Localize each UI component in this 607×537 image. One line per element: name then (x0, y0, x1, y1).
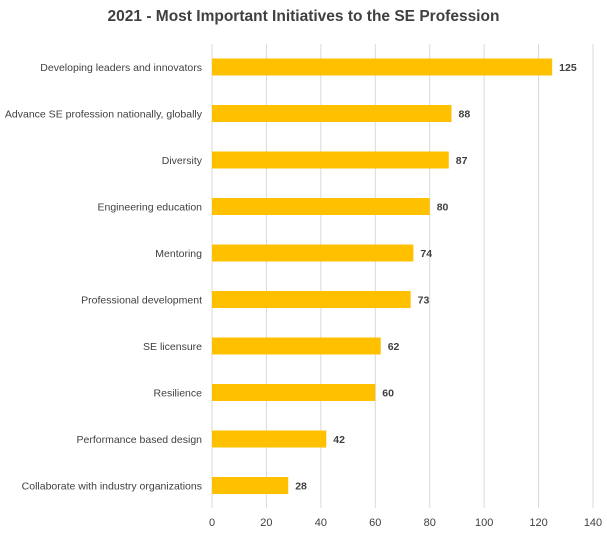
bar (212, 291, 411, 308)
bar (212, 477, 289, 494)
data-label: 42 (333, 434, 345, 446)
data-label: 87 (456, 155, 468, 167)
category-label: Resilience (154, 388, 203, 400)
x-tick-label: 0 (209, 517, 215, 529)
data-label: 60 (382, 388, 394, 400)
category-label: SE licensure (143, 341, 202, 353)
bar (212, 430, 327, 448)
data-label: 28 (295, 481, 307, 493)
x-tick-label: 100 (475, 517, 493, 529)
category-label: Professional development (81, 295, 202, 307)
bar (212, 151, 449, 169)
bar (212, 105, 452, 122)
bar (212, 198, 430, 215)
bar (212, 384, 376, 401)
x-tick-label: 60 (369, 517, 381, 529)
x-tick-label: 120 (529, 517, 547, 529)
category-label: Diversity (162, 155, 203, 167)
data-label: 125 (559, 62, 577, 74)
data-label: 62 (388, 341, 400, 353)
data-label: 88 (458, 109, 470, 121)
x-tick-label: 40 (315, 517, 327, 529)
data-label: 80 (437, 202, 449, 214)
category-label: Engineering education (98, 202, 203, 214)
data-label: 74 (420, 248, 432, 260)
bar (212, 244, 414, 262)
bar (212, 337, 381, 355)
category-label: Performance based design (77, 434, 203, 446)
bar (212, 58, 553, 76)
x-tick-label: 80 (424, 517, 436, 529)
category-label: Collaborate with industry organizations (22, 481, 202, 493)
category-label: Developing leaders and innovators (40, 62, 202, 74)
x-tick-label: 140 (584, 517, 602, 529)
category-label: Advance SE profession nationally, global… (5, 109, 203, 121)
data-label: 73 (418, 295, 430, 307)
x-tick-label: 20 (260, 517, 272, 529)
category-label: Mentoring (155, 248, 202, 260)
chart-title: 2021 - Most Important Initiatives to the… (107, 8, 500, 25)
